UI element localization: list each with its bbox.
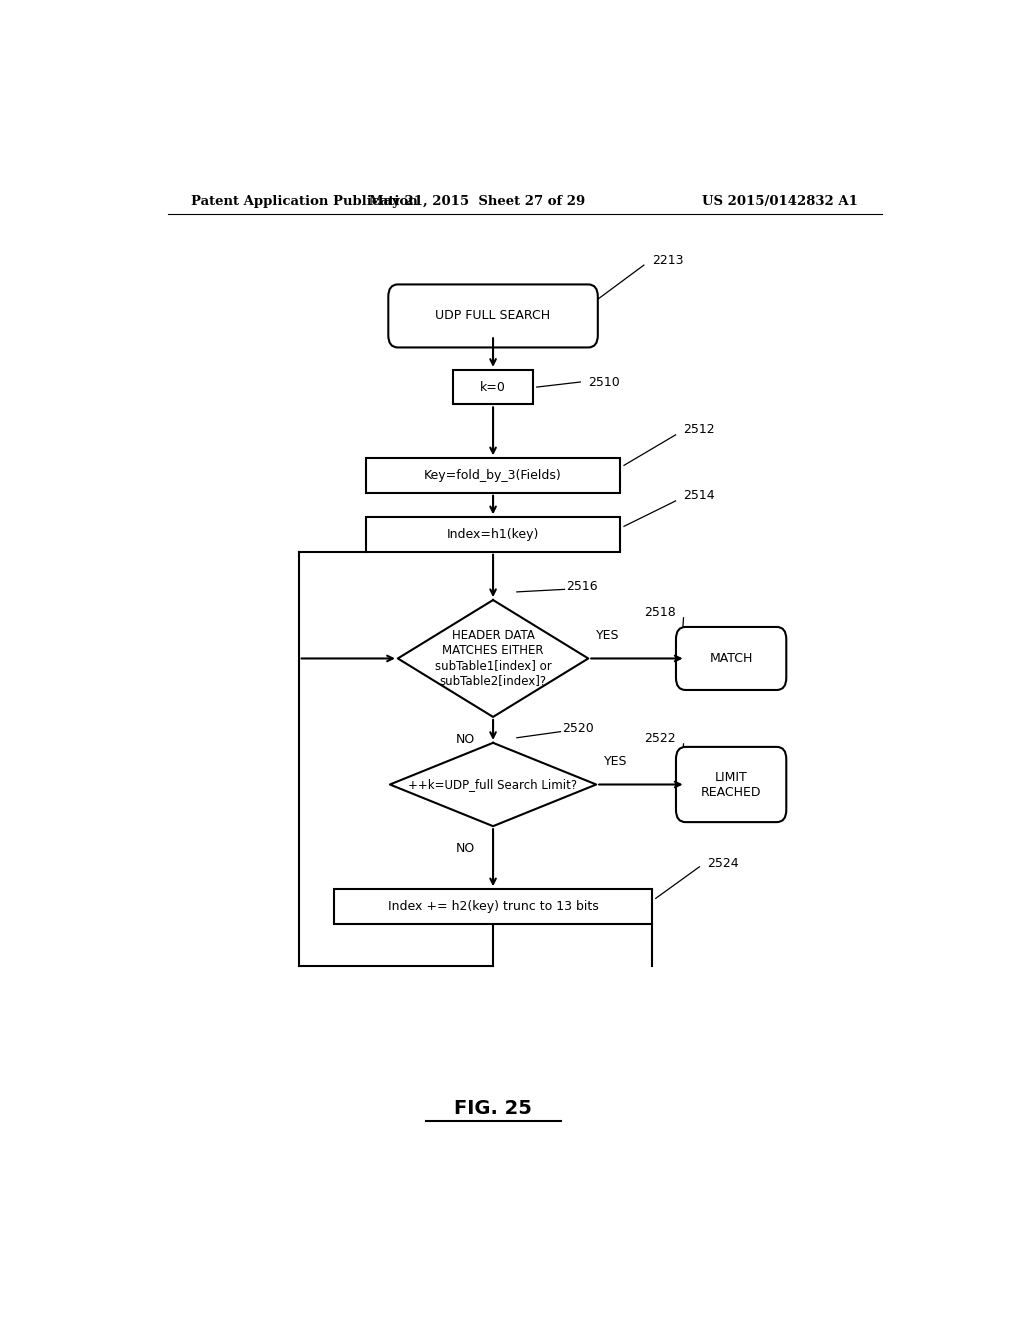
FancyBboxPatch shape <box>676 747 786 822</box>
Text: NO: NO <box>456 842 475 855</box>
Text: May 21, 2015  Sheet 27 of 29: May 21, 2015 Sheet 27 of 29 <box>369 194 586 207</box>
Text: Index=h1(key): Index=h1(key) <box>446 528 540 541</box>
Text: 2522: 2522 <box>644 733 676 746</box>
Text: FIG. 25: FIG. 25 <box>454 1100 532 1118</box>
Polygon shape <box>390 743 596 826</box>
Bar <box>367 458 621 492</box>
Text: k=0: k=0 <box>480 380 506 393</box>
Text: 2510: 2510 <box>588 375 621 388</box>
Text: Key=fold_by_3(Fields): Key=fold_by_3(Fields) <box>424 469 562 482</box>
Text: YES: YES <box>596 630 620 643</box>
FancyBboxPatch shape <box>388 284 598 347</box>
Text: 2524: 2524 <box>708 857 739 870</box>
Text: 2213: 2213 <box>652 253 683 267</box>
Bar <box>334 890 652 924</box>
Text: Patent Application Publication: Patent Application Publication <box>191 194 418 207</box>
Bar <box>367 517 621 552</box>
Text: UDP FULL SEARCH: UDP FULL SEARCH <box>435 309 551 322</box>
Text: 2516: 2516 <box>566 579 598 593</box>
Text: 2512: 2512 <box>684 424 715 437</box>
Text: MATCH: MATCH <box>710 652 753 665</box>
Text: ++k=UDP_full Search Limit?: ++k=UDP_full Search Limit? <box>409 777 578 791</box>
Text: HEADER DATA
MATCHES EITHER
subTable1[index] or
subTable2[index]?: HEADER DATA MATCHES EITHER subTable1[ind… <box>434 630 552 688</box>
Text: NO: NO <box>456 733 475 746</box>
Bar <box>454 370 532 404</box>
FancyBboxPatch shape <box>676 627 786 690</box>
Text: YES: YES <box>604 755 628 768</box>
Polygon shape <box>397 601 588 717</box>
Text: LIMIT
REACHED: LIMIT REACHED <box>700 771 762 799</box>
Text: 2514: 2514 <box>684 490 715 503</box>
Text: Index += h2(key) trunc to 13 bits: Index += h2(key) trunc to 13 bits <box>388 900 598 913</box>
Text: 2520: 2520 <box>562 722 594 735</box>
Text: US 2015/0142832 A1: US 2015/0142832 A1 <box>702 194 858 207</box>
Text: 2518: 2518 <box>644 606 676 619</box>
